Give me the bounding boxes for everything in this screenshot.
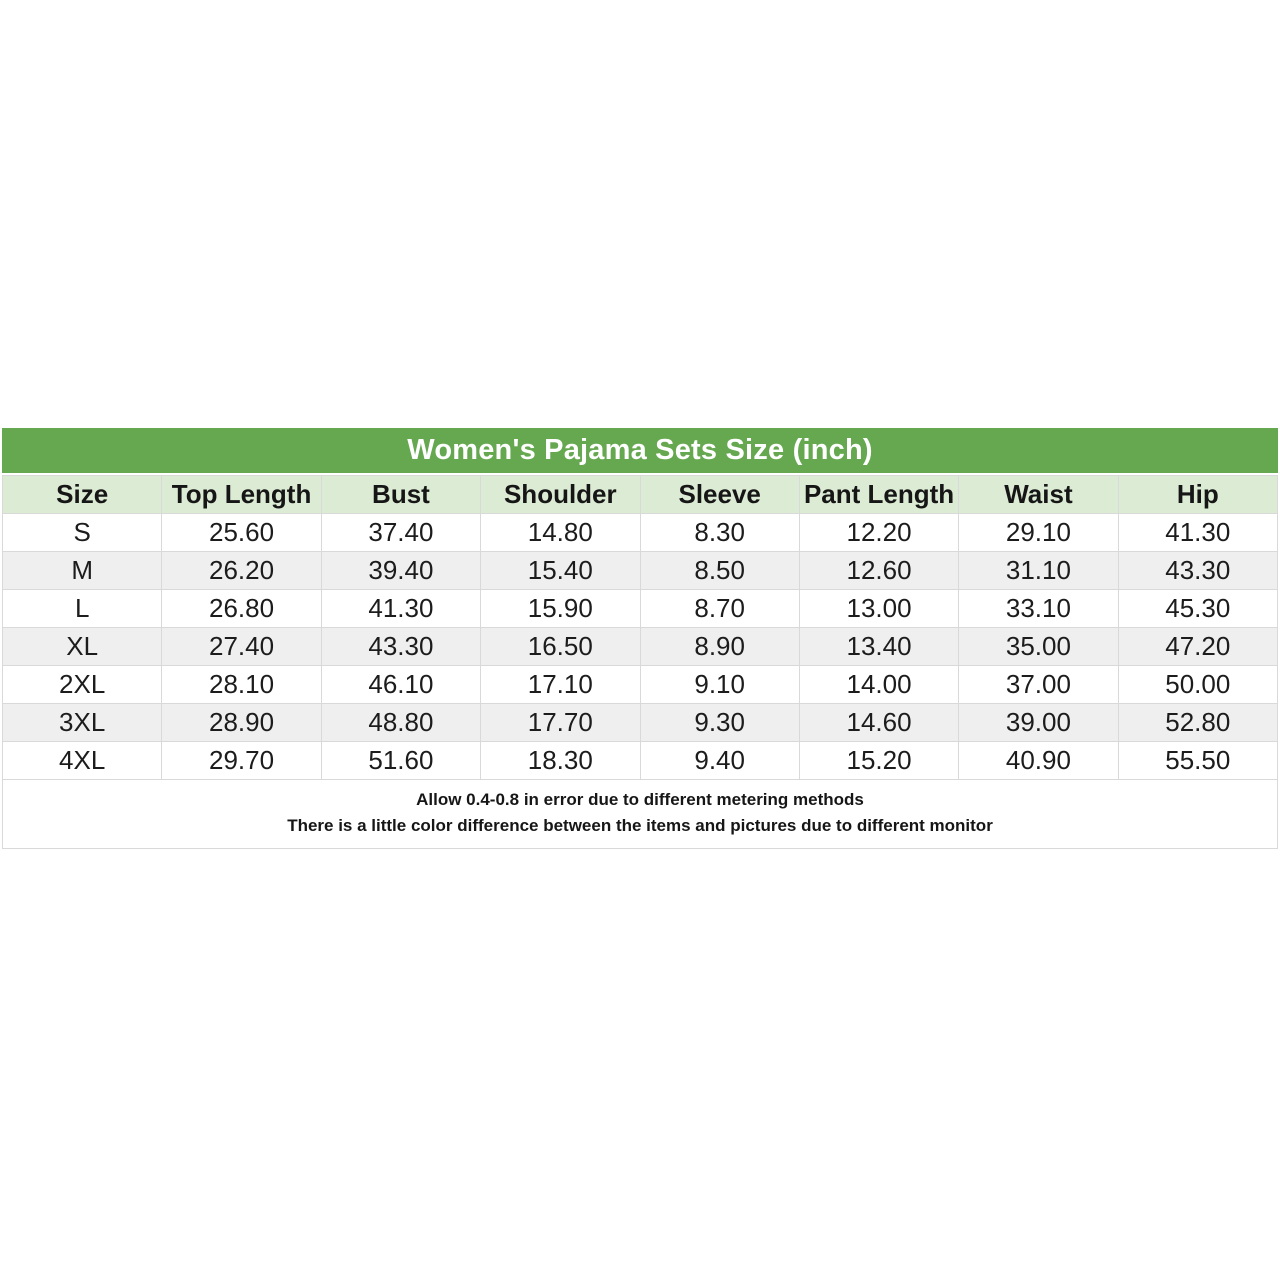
table-cell: 39.40: [320, 551, 482, 590]
column-header-hip: Hip: [1117, 475, 1279, 514]
size-chart-table: Size Top Length Bust Shoulder Sleeve Pan…: [1, 475, 1279, 780]
table-cell: 28.10: [161, 665, 322, 704]
column-header-shoulder: Shoulder: [480, 475, 641, 514]
table-cell: 41.30: [320, 589, 482, 628]
column-header-size: Size: [1, 475, 163, 514]
table-cell: 14.60: [798, 703, 960, 742]
table-row: S 25.60 37.40 14.80 8.30 12.20 29.10 41.…: [1, 513, 1279, 552]
table-cell: 48.80: [320, 703, 482, 742]
table-cell: 47.20: [1117, 627, 1279, 666]
table-cell: 15.40: [480, 551, 641, 590]
size-chart: Women's Pajama Sets Size (inch) Size Top…: [1, 428, 1279, 849]
table-cell: 8.50: [639, 551, 800, 590]
table-cell: 29.70: [161, 741, 322, 780]
table-cell: 8.30: [639, 513, 800, 552]
table-cell: 35.00: [958, 627, 1119, 666]
table-cell: XL: [1, 627, 163, 666]
table-cell: 8.90: [639, 627, 800, 666]
table-cell: 8.70: [639, 589, 800, 628]
table-cell: 2XL: [1, 665, 163, 704]
column-header-top-length: Top Length: [161, 475, 322, 514]
table-cell: 51.60: [320, 741, 482, 780]
table-cell: 16.50: [480, 627, 641, 666]
table-row: 4XL 29.70 51.60 18.30 9.40 15.20 40.90 5…: [1, 741, 1279, 780]
table-cell: 9.30: [639, 703, 800, 742]
note-metering-error: Allow 0.4-0.8 in error due to different …: [416, 790, 864, 809]
table-cell: 31.10: [958, 551, 1119, 590]
note-color-difference: There is a little color difference betwe…: [287, 816, 993, 835]
table-cell: 29.10: [958, 513, 1119, 552]
table-cell: 9.40: [639, 741, 800, 780]
table-cell: 25.60: [161, 513, 322, 552]
table-cell: 17.10: [480, 665, 641, 704]
table-row: L 26.80 41.30 15.90 8.70 13.00 33.10 45.…: [1, 589, 1279, 628]
table-cell: M: [1, 551, 163, 590]
column-header-sleeve: Sleeve: [639, 475, 800, 514]
table-cell: 12.20: [798, 513, 960, 552]
table-row: 3XL 28.90 48.80 17.70 9.30 14.60 39.00 5…: [1, 703, 1279, 742]
table-cell: 13.00: [798, 589, 960, 628]
table-cell: S: [1, 513, 163, 552]
table-cell: 18.30: [480, 741, 641, 780]
table-cell: 26.80: [161, 589, 322, 628]
table-row: XL 27.40 43.30 16.50 8.90 13.40 35.00 47…: [1, 627, 1279, 666]
table-row: 2XL 28.10 46.10 17.10 9.10 14.00 37.00 5…: [1, 665, 1279, 704]
table-cell: 37.40: [320, 513, 482, 552]
table-cell: 43.30: [1117, 551, 1279, 590]
table-cell: 15.90: [480, 589, 641, 628]
table-cell: 14.00: [798, 665, 960, 704]
table-cell: 43.30: [320, 627, 482, 666]
table-cell: 14.80: [480, 513, 641, 552]
table-cell: 9.10: [639, 665, 800, 704]
table-cell: 3XL: [1, 703, 163, 742]
column-header-waist: Waist: [958, 475, 1119, 514]
table-cell: 17.70: [480, 703, 641, 742]
table-cell: L: [1, 589, 163, 628]
chart-title: Women's Pajama Sets Size (inch): [2, 428, 1278, 473]
table-cell: 33.10: [958, 589, 1119, 628]
table-cell: 37.00: [958, 665, 1119, 704]
table-cell: 41.30: [1117, 513, 1279, 552]
footer-notes: Allow 0.4-0.8 in error due to different …: [2, 780, 1278, 849]
table-cell: 45.30: [1117, 589, 1279, 628]
table-cell: 13.40: [798, 627, 960, 666]
table-cell: 50.00: [1117, 665, 1279, 704]
table-cell: 55.50: [1117, 741, 1279, 780]
table-cell: 28.90: [161, 703, 322, 742]
table-cell: 52.80: [1117, 703, 1279, 742]
table-cell: 39.00: [958, 703, 1119, 742]
table-cell: 40.90: [958, 741, 1119, 780]
table-cell: 46.10: [320, 665, 482, 704]
table-cell: 27.40: [161, 627, 322, 666]
column-header-pant-length: Pant Length: [798, 475, 960, 514]
table-cell: 4XL: [1, 741, 163, 780]
table-header-row: Size Top Length Bust Shoulder Sleeve Pan…: [1, 475, 1279, 514]
table-cell: 12.60: [798, 551, 960, 590]
column-header-bust: Bust: [320, 475, 482, 514]
table-cell: 26.20: [161, 551, 322, 590]
table-row: M 26.20 39.40 15.40 8.50 12.60 31.10 43.…: [1, 551, 1279, 590]
table-cell: 15.20: [798, 741, 960, 780]
